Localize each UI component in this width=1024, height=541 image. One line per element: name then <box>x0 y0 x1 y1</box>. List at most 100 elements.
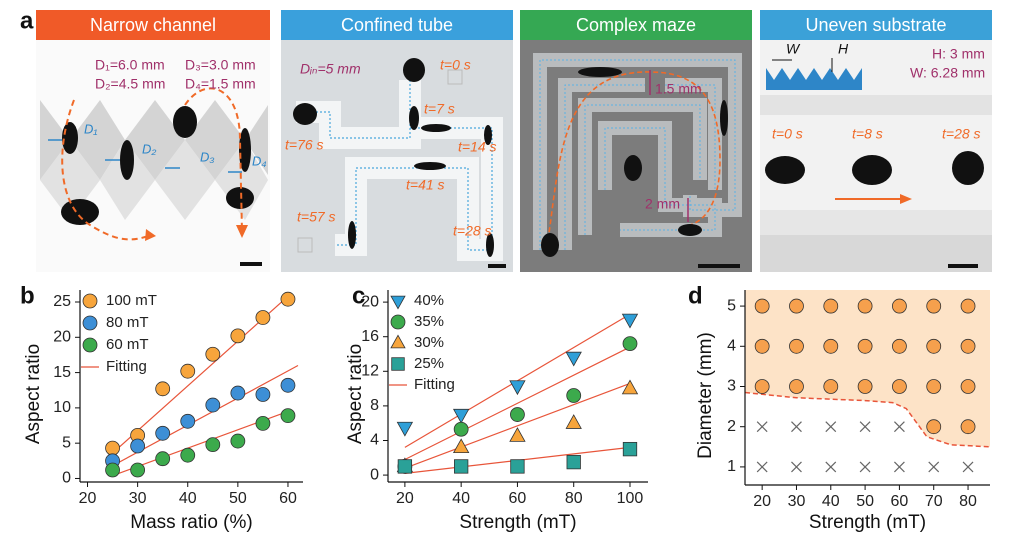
legend-marker <box>82 337 98 353</box>
decoration <box>766 68 862 90</box>
y-tick-label: 20 <box>53 329 71 346</box>
marker <box>756 421 768 433</box>
marker <box>789 379 804 394</box>
annotation: t=8 s <box>852 126 883 142</box>
decoration <box>36 10 270 40</box>
decoration <box>952 151 984 185</box>
marker <box>926 419 942 435</box>
marker <box>823 298 839 314</box>
marker <box>509 380 526 396</box>
decoration <box>486 233 494 257</box>
decoration <box>539 59 736 250</box>
marker <box>962 461 974 473</box>
y-tick-label: 1 <box>727 458 736 475</box>
marker <box>621 379 639 395</box>
x-tick-label: 20 <box>396 490 414 507</box>
marker <box>823 379 839 394</box>
marker <box>825 421 837 433</box>
annotation: W <box>786 41 801 57</box>
decoration <box>155 140 215 220</box>
marker <box>205 346 221 362</box>
marker <box>825 461 837 473</box>
x-tick-label: 80 <box>959 493 977 510</box>
marker <box>622 336 638 352</box>
marker <box>893 461 905 473</box>
decoration <box>236 225 248 238</box>
marker <box>892 298 907 314</box>
annotation: D₁=6.0 mm <box>95 57 165 73</box>
decoration <box>184 87 243 233</box>
decoration <box>348 221 356 249</box>
decoration <box>760 10 992 40</box>
x-tick-label: 40 <box>179 490 197 507</box>
marker <box>155 425 171 441</box>
y-tick-label: 3 <box>727 378 736 395</box>
annotation: H: 3 mm <box>932 46 985 62</box>
panel-title: Uneven substrate <box>805 15 946 35</box>
marker <box>754 298 770 314</box>
marker <box>230 433 246 449</box>
panel-label: a <box>20 7 34 34</box>
marker <box>255 387 271 402</box>
marker <box>105 462 120 478</box>
x-tick-label: 50 <box>856 493 874 510</box>
annotation: W: 6.28 mm <box>910 65 985 81</box>
legend-marker <box>390 314 406 330</box>
x-tick-label: 30 <box>129 490 147 507</box>
y-tick-label: 20 <box>361 293 379 310</box>
y-tick-label: 0 <box>62 470 71 487</box>
x-tick-label: 40 <box>822 493 840 510</box>
decoration <box>900 194 912 204</box>
decoration <box>541 233 559 257</box>
x-axis-title: Strength (mT) <box>459 512 576 533</box>
marker <box>130 438 146 454</box>
annotation: 1.5 mm <box>655 81 702 97</box>
decoration <box>578 67 622 77</box>
marker <box>230 385 246 401</box>
marker <box>754 338 770 354</box>
y-tick-label: 5 <box>62 434 71 451</box>
decoration <box>720 100 728 136</box>
marker <box>452 438 470 454</box>
legend-label: 25% <box>414 355 444 372</box>
y-tick-label: 15 <box>53 364 71 381</box>
annotation: t=76 s <box>285 137 324 153</box>
marker <box>960 379 976 394</box>
marker <box>926 338 942 354</box>
y-tick-label: 2 <box>727 418 736 435</box>
marker <box>859 461 871 473</box>
x-tick-label: 20 <box>753 493 771 510</box>
annotation: t=14 s <box>458 139 497 155</box>
decoration <box>488 264 506 268</box>
y-tick-label: 0 <box>370 466 379 483</box>
decoration <box>852 155 892 185</box>
annotation: D₂=4.5 mm <box>95 76 165 92</box>
marker <box>510 407 525 422</box>
panel-confined-tube: Confined tube Dᵢₙ=5 mm t=0 s t=7 s t=14 … <box>281 10 513 272</box>
y-tick-label: 25 <box>53 293 71 310</box>
marker <box>791 421 802 433</box>
y-tick-label: 16 <box>361 328 379 345</box>
annotation: D₃=3.0 mm <box>185 57 256 73</box>
annotation: t=28 s <box>453 223 492 239</box>
panel-title: Narrow channel <box>90 15 216 35</box>
marker <box>859 421 871 433</box>
marker <box>565 351 582 367</box>
marker <box>621 313 639 329</box>
decoration <box>62 122 78 154</box>
marker <box>566 388 582 403</box>
marker <box>823 338 839 354</box>
legend-label: Fitting <box>414 376 455 393</box>
annotation: t=41 s <box>406 177 445 193</box>
marker <box>926 298 942 314</box>
marker <box>960 338 976 354</box>
annotation: t=57 s <box>297 209 336 225</box>
x-tick-label: 60 <box>891 493 909 510</box>
annotation: D₄ <box>252 153 267 168</box>
y-axis-title: Aspect ratio <box>345 344 366 444</box>
decoration <box>145 229 156 241</box>
legend-label: 35% <box>414 313 444 330</box>
annotation: H <box>838 41 849 57</box>
marker <box>453 421 469 437</box>
